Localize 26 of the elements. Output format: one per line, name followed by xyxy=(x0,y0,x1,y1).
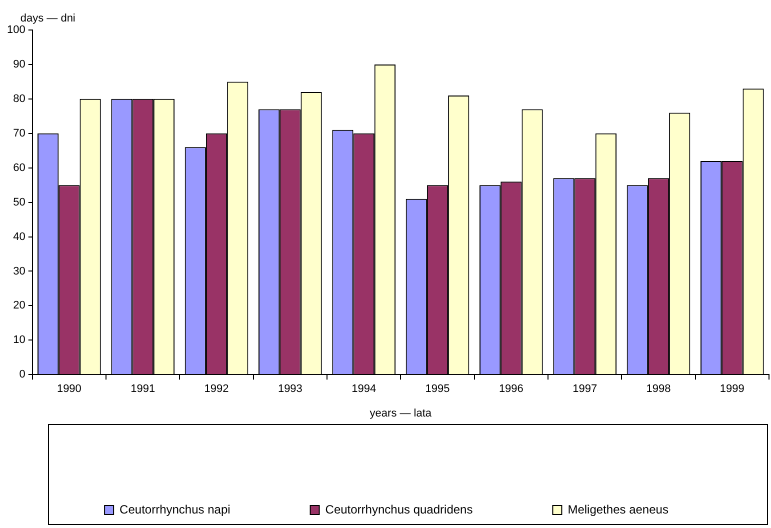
y-tick-label: 80 xyxy=(13,92,26,105)
y-tick-label: 60 xyxy=(13,162,26,174)
y-tick-label: 90 xyxy=(13,58,26,70)
y-tick-label: 100 xyxy=(6,24,26,36)
x-tick-label: 1994 xyxy=(352,383,376,396)
x-tick-label: 1996 xyxy=(498,383,524,396)
y-tick-label: 40 xyxy=(13,230,26,243)
y-tick-label: 50 xyxy=(13,196,26,208)
legend-label: Ceutorrhynchus napi xyxy=(120,502,230,516)
y-axis-title: days — dni xyxy=(20,12,76,25)
x-tick-label: 1997 xyxy=(572,383,598,396)
x-tick-label: 1990 xyxy=(56,383,82,396)
x-tick-label: 1995 xyxy=(425,383,450,396)
y-tick-label: 0 xyxy=(19,368,26,381)
x-tick-label: 1999 xyxy=(720,383,744,396)
y-tick-label: 10 xyxy=(13,334,26,346)
y-tick-label: 30 xyxy=(13,265,26,278)
x-tick-label: 1991 xyxy=(130,383,156,396)
y-tick-label: 70 xyxy=(13,127,26,140)
x-axis-title: years — lata xyxy=(370,407,432,420)
y-tick-label: 20 xyxy=(13,300,26,312)
x-tick-label: 1993 xyxy=(278,383,302,396)
legend-label: Ceutorrhynchus quadridens xyxy=(325,502,473,516)
x-tick-label: 1992 xyxy=(204,383,229,396)
legend-label: Meligethes aeneus xyxy=(568,502,668,516)
x-tick-label: 1998 xyxy=(646,383,671,396)
